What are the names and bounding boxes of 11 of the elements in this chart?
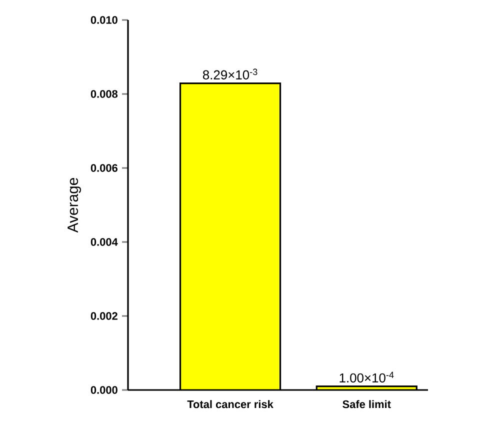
y-tick-label: 0.006 [90, 164, 118, 172]
data-label: 8.29×10$^{-3}$ [202, 68, 258, 80]
y-tick-label: 0.002 [90, 312, 118, 320]
y-tick-label: 0.004 [90, 238, 118, 246]
y-axis-title: Average [68, 178, 82, 233]
x-tick-label: Total cancer risk [187, 400, 274, 408]
data-label: 1.00×10$^{-4}$ [340, 372, 394, 382]
y-tick-label: 0.010 [90, 16, 118, 24]
y-tick-label: 0.000 [90, 386, 118, 394]
x-tick-label: Safe limit [342, 400, 391, 408]
y-tick-label: 0.008 [90, 90, 118, 98]
